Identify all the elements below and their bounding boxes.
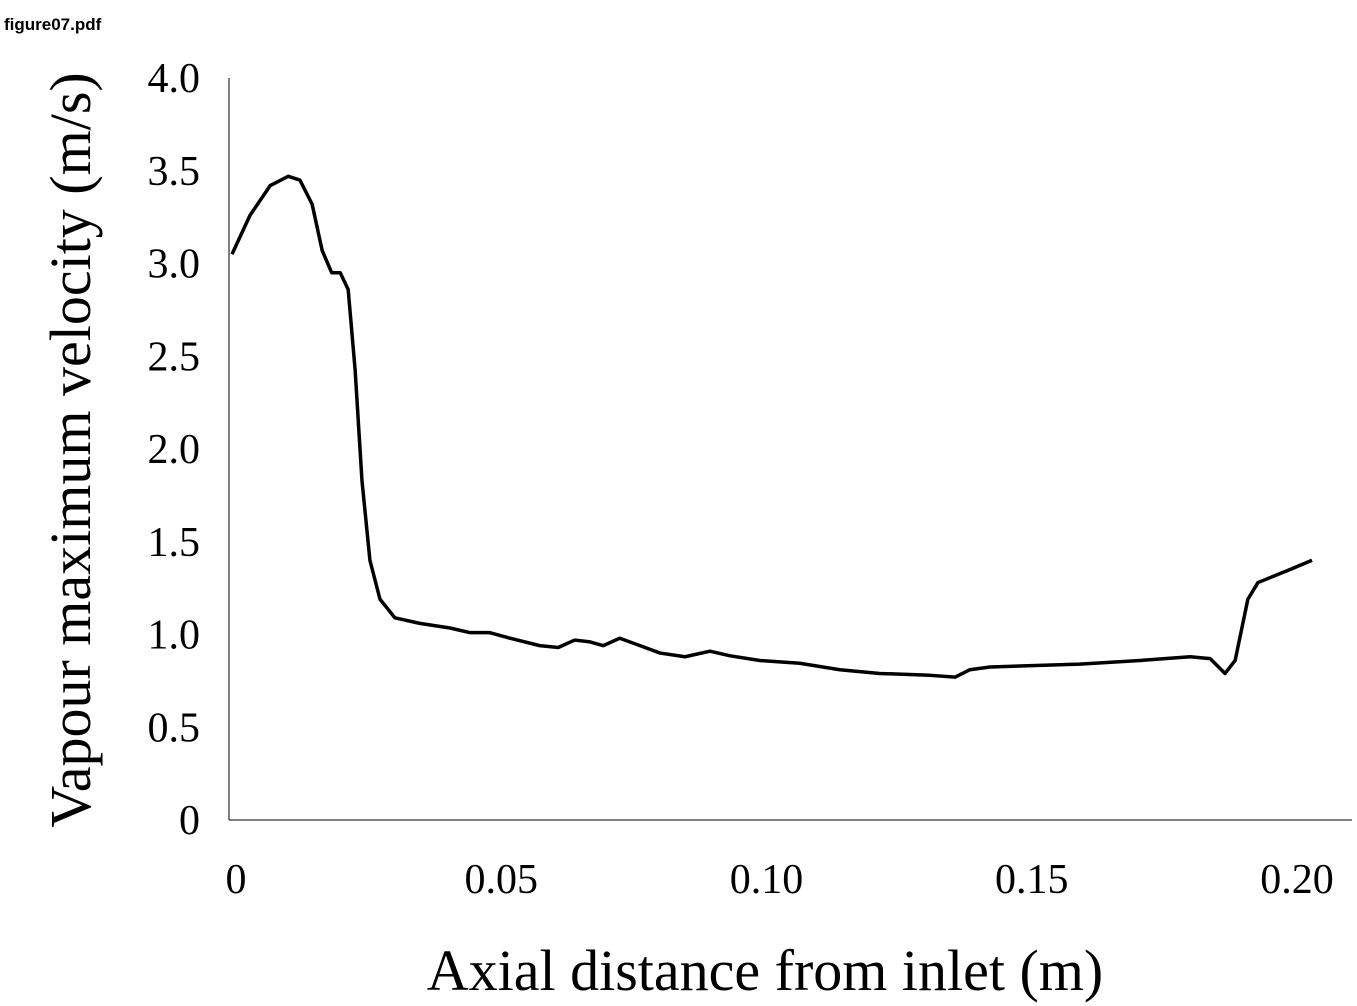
y-tick-label: 4.0 — [148, 56, 201, 102]
y-tick-label: 2.0 — [148, 427, 201, 473]
y-tick-label: 3.0 — [148, 242, 201, 288]
y-tick-label: 3.5 — [148, 149, 201, 195]
y-tick-label: 1.5 — [148, 520, 201, 566]
file-name: figure07.pdf — [4, 15, 102, 34]
y-tick-label: 0.5 — [148, 705, 201, 751]
y-tick-label: 2.5 — [148, 334, 201, 380]
y-tick-label: 1.0 — [148, 613, 201, 659]
y-tick-label: 0 — [179, 798, 200, 844]
x-tick-label: 0.15 — [995, 857, 1069, 903]
x-tick-label: 0 — [226, 857, 247, 903]
y-axis-title: Vapour maximum velocity (m/s) — [38, 72, 103, 827]
data-line — [230, 174, 1313, 679]
x-tick-label: 0.20 — [1260, 857, 1334, 903]
x-axis-title: Axial distance from inlet (m) — [427, 938, 1103, 1003]
x-tick-label: 0.10 — [730, 857, 804, 903]
x-tick-label: 0.05 — [464, 857, 538, 903]
